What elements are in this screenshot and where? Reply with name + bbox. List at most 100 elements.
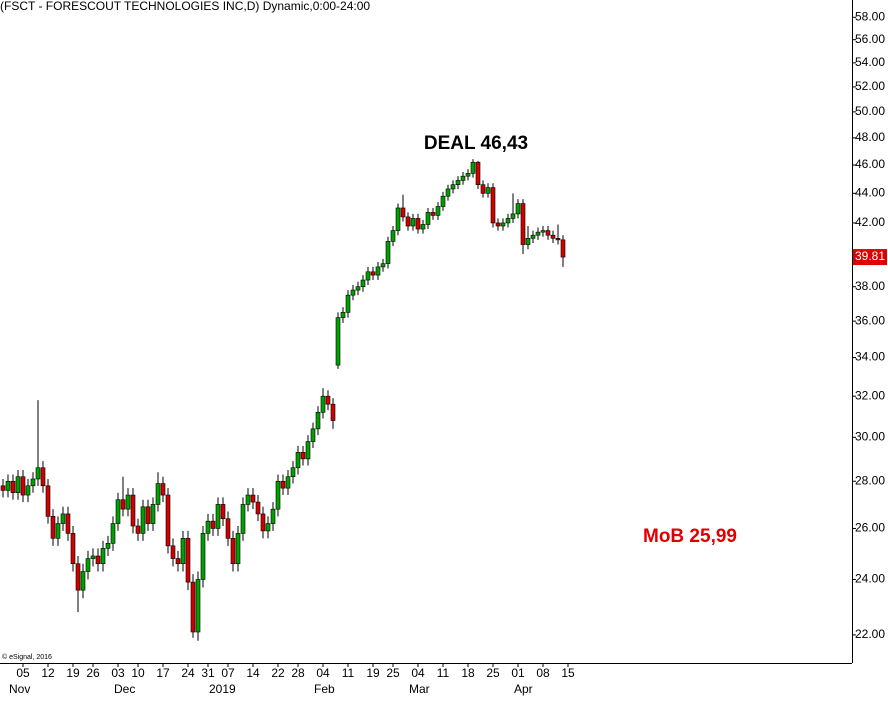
x-tick-label: 25 [486, 666, 500, 680]
copyright: © eSignal, 2016 [2, 653, 52, 661]
candle-body [460, 175, 466, 181]
candle-body [240, 504, 246, 534]
candle-body [470, 161, 476, 174]
candle-body [280, 480, 286, 489]
x-tick-label: 04 [316, 666, 330, 680]
candle-body [400, 207, 406, 218]
month-label: Mar [409, 682, 430, 696]
candle-body [550, 234, 556, 239]
candle-body [160, 483, 166, 496]
y-tick-label: 50.00 [855, 104, 885, 118]
candle-body [260, 513, 266, 532]
candle-body [355, 286, 361, 291]
month-label: Apr [514, 682, 533, 696]
x-tick-label: 28 [291, 666, 305, 680]
candle-body [345, 294, 351, 313]
candle-body [290, 467, 296, 478]
candle-body [90, 555, 96, 559]
candle-body [500, 222, 506, 227]
candle-body [185, 538, 191, 583]
candle-body [285, 476, 291, 489]
candle-body [210, 520, 216, 529]
candle-body [445, 188, 451, 197]
candle-body [555, 238, 561, 241]
candle-body [95, 555, 101, 565]
y-tick-label: 30.00 [855, 429, 885, 443]
last-price-label: 39.81 [855, 249, 885, 263]
candle-body [230, 538, 236, 565]
candle-body [340, 312, 346, 318]
candle-body [430, 212, 436, 216]
candle-body [135, 525, 141, 534]
candle-body [145, 506, 151, 524]
candle-body [120, 499, 126, 510]
candle-body [425, 212, 431, 225]
candle-body [115, 499, 121, 524]
y-tick-label: 38.00 [855, 279, 885, 293]
y-tick-label: 28.00 [855, 473, 885, 487]
month-label: 2019 [209, 682, 236, 696]
candle-body [235, 533, 241, 565]
candle-body [125, 494, 131, 510]
candle-body [385, 241, 391, 264]
candle-body [70, 533, 76, 565]
candle-body [380, 263, 386, 268]
candle-body [15, 476, 21, 494]
x-tick-label: 12 [41, 666, 55, 680]
x-tick-label: 25 [386, 666, 400, 680]
x-tick-label: 31 [201, 666, 215, 680]
x-tick-label: 05 [16, 666, 30, 680]
annotation: MoB 25,99 [643, 526, 737, 547]
candle-body [350, 289, 356, 296]
candle-body [490, 187, 496, 224]
candle-body [45, 485, 51, 517]
candle-body [405, 216, 411, 227]
candle-body [10, 480, 16, 494]
x-tick-label: 15 [561, 666, 575, 680]
y-tick-label: 48.00 [855, 130, 885, 144]
month-label: Feb [314, 682, 335, 696]
candle-body [510, 213, 516, 219]
last-price-box [853, 249, 887, 266]
candle-body [245, 494, 251, 505]
candle-body [25, 485, 31, 496]
candle-body [415, 218, 421, 230]
candle-body [480, 184, 486, 194]
candle-body [485, 187, 491, 194]
candle-body [295, 452, 301, 469]
candle-body [255, 501, 261, 515]
candle-body [105, 543, 111, 549]
y-tick-label: 36.00 [855, 313, 885, 327]
candle-body [20, 476, 26, 496]
candle-body [110, 523, 116, 544]
candle-body [35, 467, 41, 480]
candle-body [40, 467, 46, 487]
candle-body [155, 483, 161, 505]
y-tick-label: 52.00 [855, 79, 885, 93]
candle-body [305, 441, 311, 460]
chart-title: (FSCT - FORESCOUT TECHNOLOGIES INC,D) Dy… [0, 0, 370, 13]
candle-body [60, 513, 66, 524]
y-tick-label: 42.00 [855, 215, 885, 229]
candle-body [495, 222, 501, 227]
x-tick-label: 22 [271, 666, 285, 680]
x-tick-label: 11 [437, 666, 450, 680]
y-tick-label: 32.00 [855, 388, 885, 402]
candle-body [75, 563, 81, 591]
x-tick-label: 17 [156, 666, 170, 680]
candle-body [530, 234, 536, 239]
candle-body [450, 184, 456, 190]
candle-body [165, 494, 171, 547]
candle-body [535, 231, 541, 236]
candle-body [215, 504, 221, 529]
candle-body [150, 504, 156, 524]
candle-body [100, 548, 106, 565]
x-tick-label: 18 [461, 666, 475, 680]
candle-body [30, 478, 36, 487]
y-tick-label: 22.00 [855, 627, 885, 641]
x-tick-label: 04 [411, 666, 425, 680]
x-tick-label: 19 [366, 666, 380, 680]
candle-body [130, 494, 136, 527]
candle-body [250, 494, 256, 503]
x-tick-label: 08 [536, 666, 550, 680]
